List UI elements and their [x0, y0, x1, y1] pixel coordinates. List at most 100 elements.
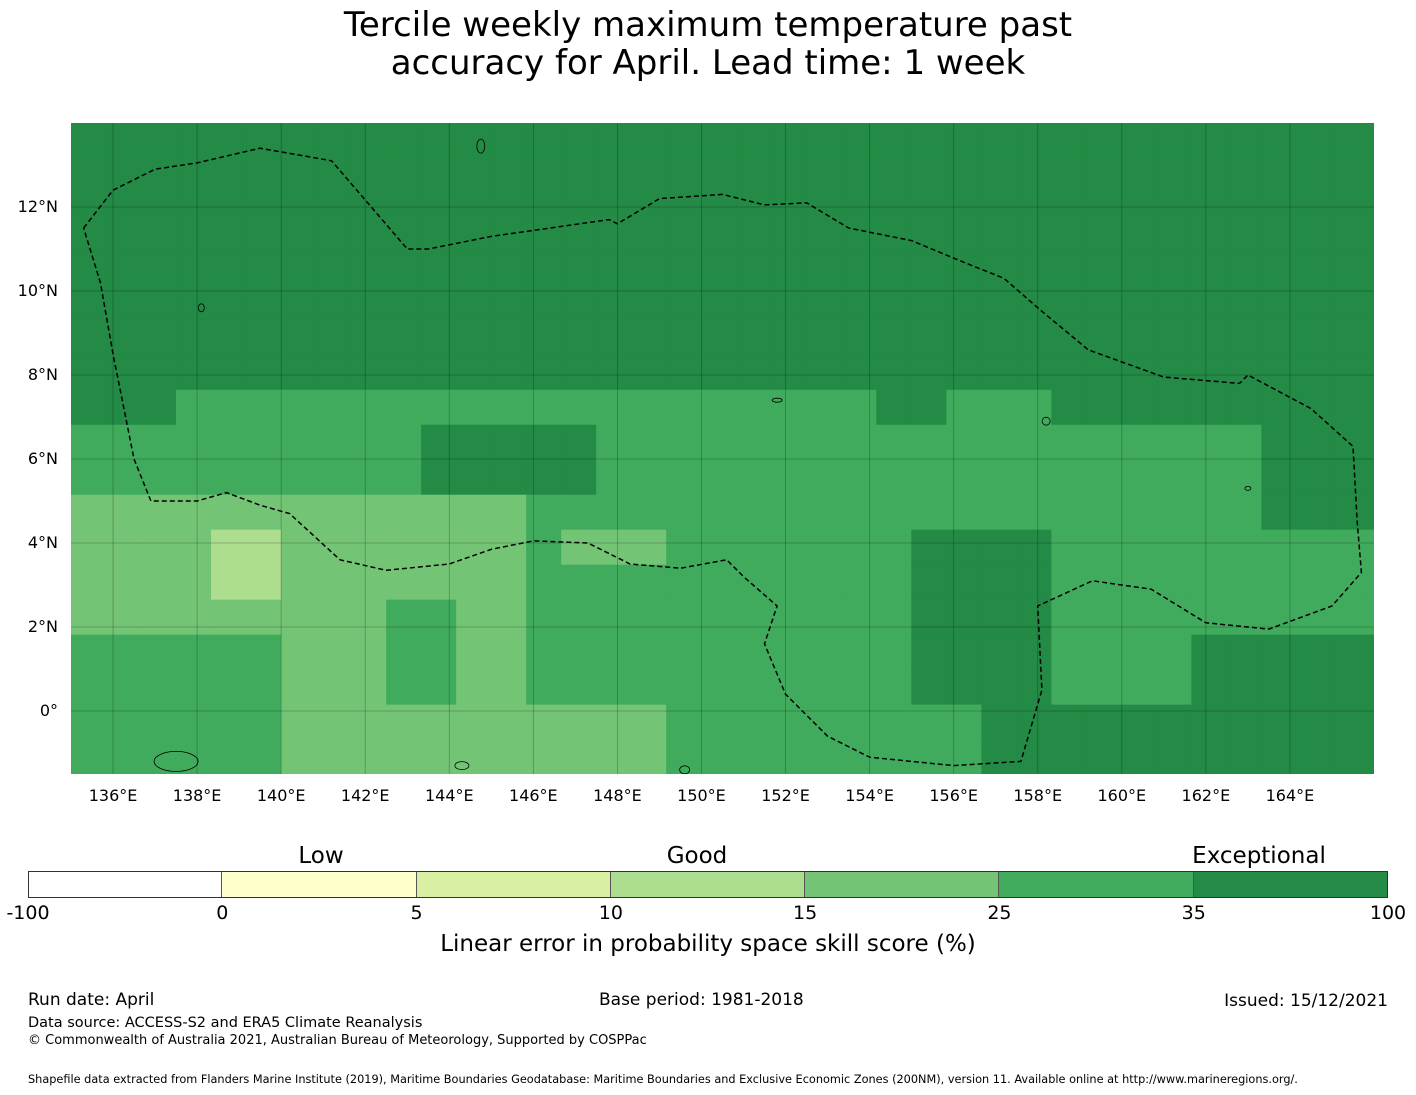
- grid-cell: [1156, 739, 1193, 774]
- grid-cell: [806, 389, 842, 425]
- grid-cell: [71, 354, 107, 390]
- grid-cell: [596, 249, 632, 285]
- grid-cell: [1366, 424, 1374, 460]
- grid-cell: [1051, 599, 1087, 635]
- grid-cell: [841, 634, 877, 670]
- grid-cell: [596, 739, 632, 774]
- grid-cell: [561, 564, 597, 600]
- grid-cell: [1296, 144, 1333, 180]
- grid-cell: [771, 634, 807, 670]
- grid-cell: [631, 319, 667, 355]
- lat-tick-label: 6°N: [27, 449, 58, 468]
- grid-cell: [456, 389, 492, 425]
- grid-cell: [491, 389, 527, 425]
- grid-cell: [1226, 459, 1263, 495]
- grid-cell: [561, 424, 597, 460]
- grid-cell: [211, 389, 247, 425]
- grid-cell: [456, 144, 492, 180]
- grid-cell: [1051, 123, 1087, 145]
- grid-cell: [386, 494, 422, 530]
- grid-cell: [281, 529, 317, 565]
- grid-cell: [456, 564, 492, 600]
- grid-cell: [1296, 669, 1333, 705]
- grid-cell: [841, 599, 877, 635]
- lon-tick-label: 156°E: [929, 786, 978, 805]
- grid-cell: [1156, 459, 1193, 495]
- grid-cell: [771, 599, 807, 635]
- grid-cell: [981, 529, 1017, 565]
- grid-cell: [1296, 529, 1333, 565]
- grid-cell: [736, 144, 772, 180]
- grid-cell: [946, 564, 982, 600]
- grid-cell: [1156, 389, 1193, 425]
- grid-cell: [141, 739, 177, 774]
- grid-cell: [561, 144, 597, 180]
- grid-cell: [1366, 144, 1374, 180]
- grid-cell: [841, 564, 877, 600]
- grid-cell: [561, 494, 597, 530]
- grid-cell: [1331, 424, 1368, 460]
- grid-cell: [1086, 123, 1122, 145]
- grid-cell: [1331, 319, 1368, 355]
- grid-cell: [1051, 634, 1087, 670]
- grid-cell: [491, 494, 527, 530]
- grid-cell: [736, 214, 772, 250]
- grid-cell: [386, 739, 422, 774]
- grid-cell: [211, 284, 247, 320]
- lon-tick-label: 144°E: [424, 786, 474, 805]
- grid-cell: [71, 739, 107, 774]
- grid-cell: [211, 704, 247, 740]
- grid-cell: [421, 144, 457, 180]
- grid-cell: [666, 494, 702, 530]
- grid-cell: [246, 459, 282, 495]
- grid-cell: [666, 529, 702, 565]
- grid-cell: [281, 284, 317, 320]
- grid-cell: [876, 123, 912, 145]
- grid-cell: [666, 319, 702, 355]
- colorbar-title: Linear error in probability space skill …: [440, 931, 976, 957]
- grid-cell: [316, 634, 352, 670]
- grid-cell: [946, 634, 982, 670]
- grid-cell: [561, 739, 597, 774]
- colorbar-segment: [416, 871, 611, 898]
- grid-cell: [1226, 424, 1263, 460]
- grid-cell: [1016, 599, 1052, 635]
- grid-cell: [1261, 739, 1298, 774]
- grid-cell: [106, 459, 142, 495]
- grid-cell: [1051, 284, 1087, 320]
- grid-cell: [106, 634, 142, 670]
- grid-cell: [71, 634, 107, 670]
- grid-cell: [1086, 599, 1122, 635]
- category-low: Low: [298, 843, 344, 869]
- grid-cell: [246, 739, 282, 774]
- grid-cell: [701, 459, 737, 495]
- grid-cell: [316, 123, 352, 145]
- grid-cell: [876, 354, 912, 390]
- grid-cell: [1366, 389, 1374, 425]
- grid-cell: [106, 599, 142, 635]
- grid-cell: [561, 389, 597, 425]
- grid-cell: [596, 389, 632, 425]
- grid-cell: [666, 214, 702, 250]
- grid-cell: [1086, 494, 1122, 530]
- grid-cell: [701, 284, 737, 320]
- grid-cell: [316, 144, 352, 180]
- grid-cell: [946, 704, 982, 740]
- grid-cell: [281, 144, 317, 180]
- grid-cell: [246, 424, 282, 460]
- grid-cell: [631, 599, 667, 635]
- grid-cell: [806, 123, 842, 145]
- grid-cell: [1051, 529, 1087, 565]
- grid-cell: [1331, 214, 1368, 250]
- grid-cell: [211, 123, 247, 145]
- grid-cell: [71, 459, 107, 495]
- grid-cell: [841, 319, 877, 355]
- grid-cell: [736, 739, 772, 774]
- grid-cell: [71, 389, 107, 425]
- colorbar-tick-label: 10: [598, 902, 623, 924]
- grid-cell: [1296, 564, 1333, 600]
- grid-cell: [911, 319, 947, 355]
- grid-cell: [631, 494, 667, 530]
- grid-cell: [1156, 249, 1193, 285]
- grid-cell: [561, 284, 597, 320]
